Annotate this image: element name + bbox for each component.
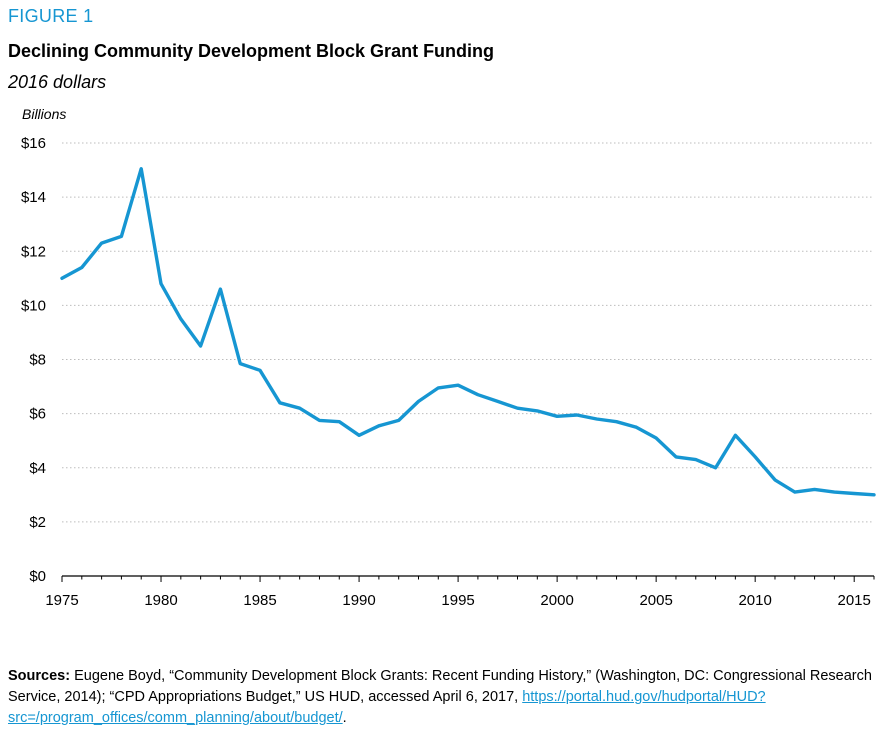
sources-note: Sources: Eugene Boyd, “Community Develop… <box>8 666 884 729</box>
x-tick-label: 2010 <box>738 592 771 609</box>
grid-lines <box>62 142 874 523</box>
x-tick-label: 2000 <box>540 592 573 609</box>
y-tick-label: $4 <box>29 460 46 477</box>
sources-link[interactable]: https://portal.hud.gov/hudportal/HUD?src… <box>8 689 766 726</box>
y-tick-label: $0 <box>29 568 46 585</box>
funding-series-line <box>60 166 876 497</box>
x-tick-label: 1980 <box>144 592 177 609</box>
y-axis-unit-label: Billions <box>22 106 67 122</box>
x-tick-label: 1990 <box>342 592 375 609</box>
y-tick-label: $14 <box>21 189 46 206</box>
y-tick-label: $16 <box>21 135 46 152</box>
sources-end: . <box>342 710 347 726</box>
sources-label: Sources: <box>8 668 71 684</box>
x-tick-label: 1975 <box>45 592 78 609</box>
chart-subtitle: 2016 dollars <box>8 72 107 92</box>
line-chart: $0$2$4$6$8$10$12$14$16 1975 1980 1985 1990 1… <box>21 135 876 609</box>
chart-title: Declining Community Development Block Gr… <box>8 41 495 61</box>
x-tick-label: 1985 <box>243 592 276 609</box>
y-tick-label: $2 <box>29 514 46 531</box>
y-axis-tick-labels: $0 $2 $4 $6 $8 $10 $12 $14 $16 <box>21 135 46 585</box>
sources-text: Eugene Boyd, “Community Development Bloc… <box>8 668 872 705</box>
x-tick-label: 2005 <box>639 592 672 609</box>
y-tick-label: $6 <box>29 406 46 423</box>
x-axis: 1975 1980 1985 1990 1995 2000 2005 2010 2015 <box>45 575 875 609</box>
data-series <box>60 166 876 497</box>
figure-label: FIGURE 1 <box>8 6 94 26</box>
x-tick-label: 1995 <box>441 592 474 609</box>
x-tick-label: 2015 <box>838 592 871 609</box>
y-tick-label: $8 <box>29 352 46 369</box>
y-tick-label: $10 <box>21 297 46 314</box>
y-tick-label: $12 <box>21 243 46 260</box>
